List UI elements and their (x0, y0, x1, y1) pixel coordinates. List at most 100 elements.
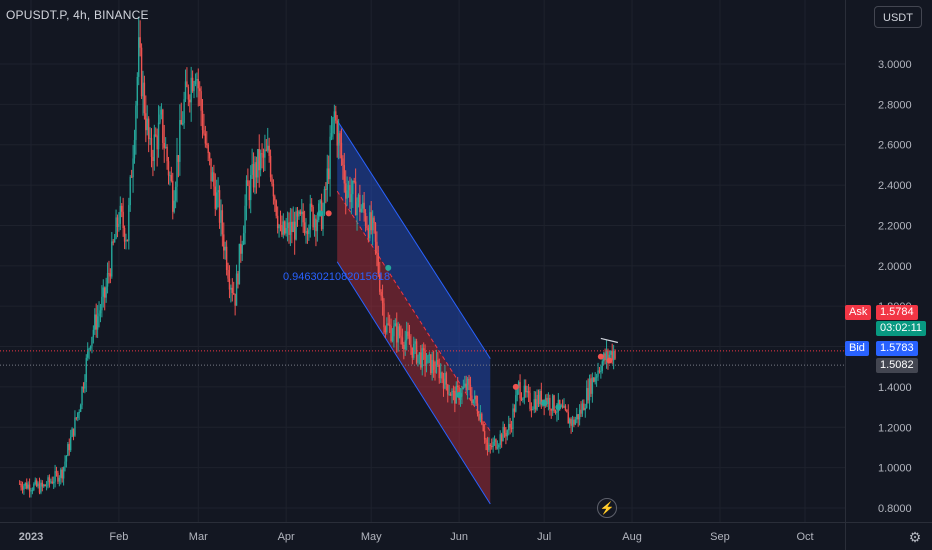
candle-body (329, 136, 331, 180)
x-tick-label: 2023 (19, 531, 43, 543)
candle-body (61, 469, 63, 479)
signal-marker (555, 404, 562, 411)
candle-body (169, 175, 171, 177)
candle-body (113, 238, 116, 243)
candle-body (111, 241, 113, 277)
candle-body (472, 399, 474, 404)
candle-body (38, 483, 41, 493)
candle-body (95, 314, 97, 330)
candle-body (119, 205, 122, 224)
candle-body (37, 483, 39, 487)
candle-body (337, 133, 340, 146)
candle-body (431, 359, 433, 374)
candle-body (356, 202, 358, 216)
candle-body (513, 408, 516, 412)
candle-body (360, 208, 362, 213)
candle-body (485, 439, 487, 443)
candle-body (362, 202, 364, 209)
candle-body (34, 480, 36, 485)
candle-body (417, 354, 419, 363)
candle-body (532, 409, 534, 411)
candle-body (85, 357, 87, 383)
candle-body (590, 378, 592, 394)
candle-body (454, 391, 456, 404)
candle-body (125, 239, 127, 242)
candle-body (377, 253, 380, 274)
candle-body (252, 164, 255, 188)
candle-body (471, 395, 473, 404)
bid-label: Bid (845, 341, 869, 356)
candle-body (88, 348, 90, 350)
y-tick-label: 0.8000 (878, 503, 912, 515)
candle-body (476, 403, 479, 414)
candle-body (228, 278, 231, 290)
candle-body (442, 378, 445, 389)
y-tick-label: 2.0000 (878, 261, 912, 273)
candle-body (405, 331, 408, 341)
candle-body (91, 337, 93, 347)
candle-body (293, 221, 296, 240)
candle-body (530, 408, 533, 410)
candle-body (116, 217, 119, 227)
candle-body (261, 153, 263, 155)
candle-body (21, 487, 24, 490)
candle-body (23, 485, 25, 490)
candle-body (568, 418, 571, 424)
candle-body (218, 190, 221, 223)
candle-body (529, 392, 531, 409)
candle-body (190, 77, 192, 103)
candle-body (51, 481, 53, 484)
signal-marker (317, 210, 324, 217)
candle-body (495, 439, 497, 449)
currency-button[interactable]: USDT (874, 6, 922, 28)
symbol-title[interactable]: OPUSDT.P, 4h, BINANCE (6, 8, 149, 22)
y-tick-label: 1.4000 (878, 382, 912, 394)
candle-body (330, 133, 333, 137)
candle-body (102, 287, 104, 297)
candle-body (96, 316, 99, 330)
candle-body (224, 246, 226, 251)
candle-body (265, 149, 268, 151)
candle-body (364, 212, 367, 226)
candle-body (150, 138, 153, 158)
x-tick-label: Feb (109, 531, 128, 543)
candle-body (194, 80, 197, 85)
candle-body (482, 424, 484, 432)
candle-body (54, 471, 56, 482)
candle-body (608, 354, 611, 359)
candle-body (68, 444, 70, 451)
candle-body (505, 432, 507, 437)
candle-body (285, 227, 287, 234)
candle-body (58, 477, 61, 482)
channel-upper-line (336, 120, 491, 359)
candle-body (546, 397, 548, 405)
candle-body (92, 329, 95, 338)
lightning-icon[interactable]: ⚡ (597, 498, 617, 518)
candle-body (323, 189, 326, 213)
candle-body (523, 385, 526, 399)
candle-body (238, 243, 241, 285)
signal-marker (385, 264, 392, 271)
candle-body (400, 335, 402, 338)
candle-body (186, 81, 188, 87)
candle-body (366, 225, 368, 229)
candle-body (605, 350, 608, 360)
candle-body (258, 149, 260, 171)
candle-body (269, 155, 272, 178)
candle-body (593, 377, 595, 382)
signal-marker (541, 400, 548, 407)
candle-body (493, 439, 496, 442)
candle-body (559, 399, 561, 407)
candle-body (286, 222, 289, 228)
candle-body (533, 399, 535, 410)
gear-icon[interactable]: ⚙ (908, 529, 922, 545)
y-tick-label: 2.6000 (878, 140, 912, 152)
candle-body (447, 384, 449, 395)
candle-body (181, 123, 184, 125)
candle-body (342, 158, 344, 166)
candle-body (581, 403, 584, 414)
candle-body (393, 325, 395, 337)
candle-body (152, 157, 154, 161)
candle-body (325, 189, 327, 191)
